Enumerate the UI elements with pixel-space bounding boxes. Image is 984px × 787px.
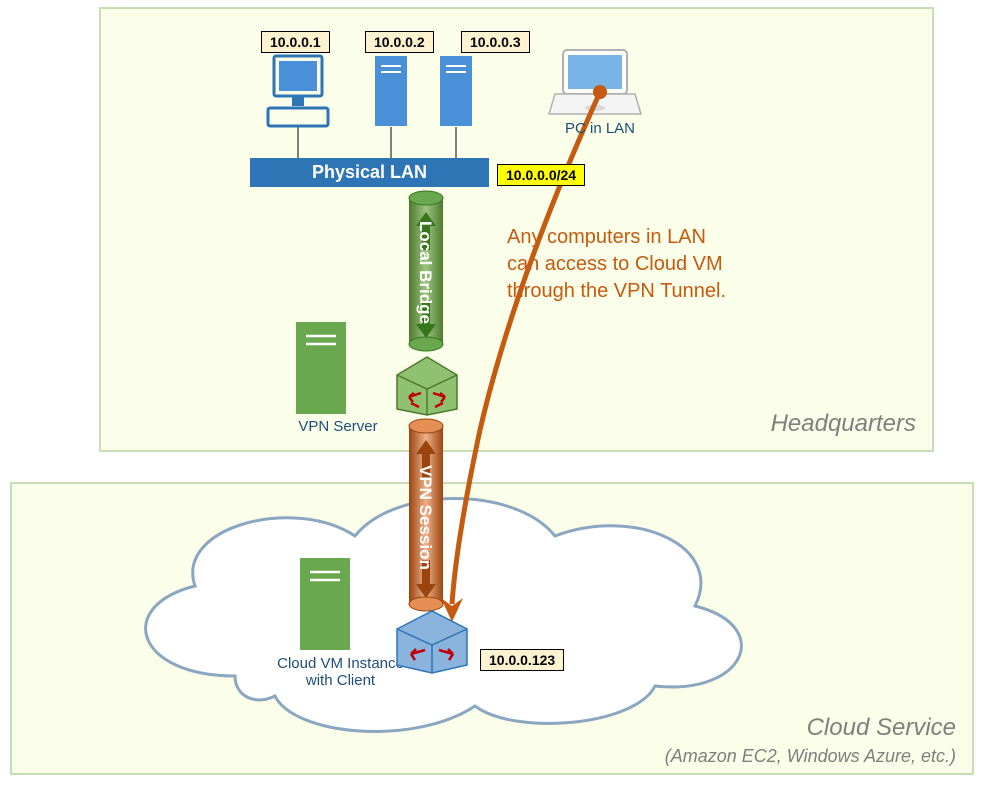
description-text: Any computers in LAN can access to Cloud…: [507, 224, 726, 305]
subnet-label: 10.0.0.0/24: [497, 164, 585, 186]
headquarters-label: Headquarters: [771, 410, 916, 438]
cloud-service-sublabel: (Amazon EC2, Windows Azure, etc.): [665, 746, 956, 767]
ip-label-1: 10.0.0.1: [261, 31, 330, 53]
ip-label-3: 10.0.0.3: [461, 31, 530, 53]
pc-in-lan-label: PC in LAN: [555, 120, 645, 137]
cloud-vm-ip-label: 10.0.0.123: [480, 649, 564, 671]
cloud-service-label: Cloud Service: [807, 714, 956, 742]
ip-label-2: 10.0.0.2: [365, 31, 434, 53]
